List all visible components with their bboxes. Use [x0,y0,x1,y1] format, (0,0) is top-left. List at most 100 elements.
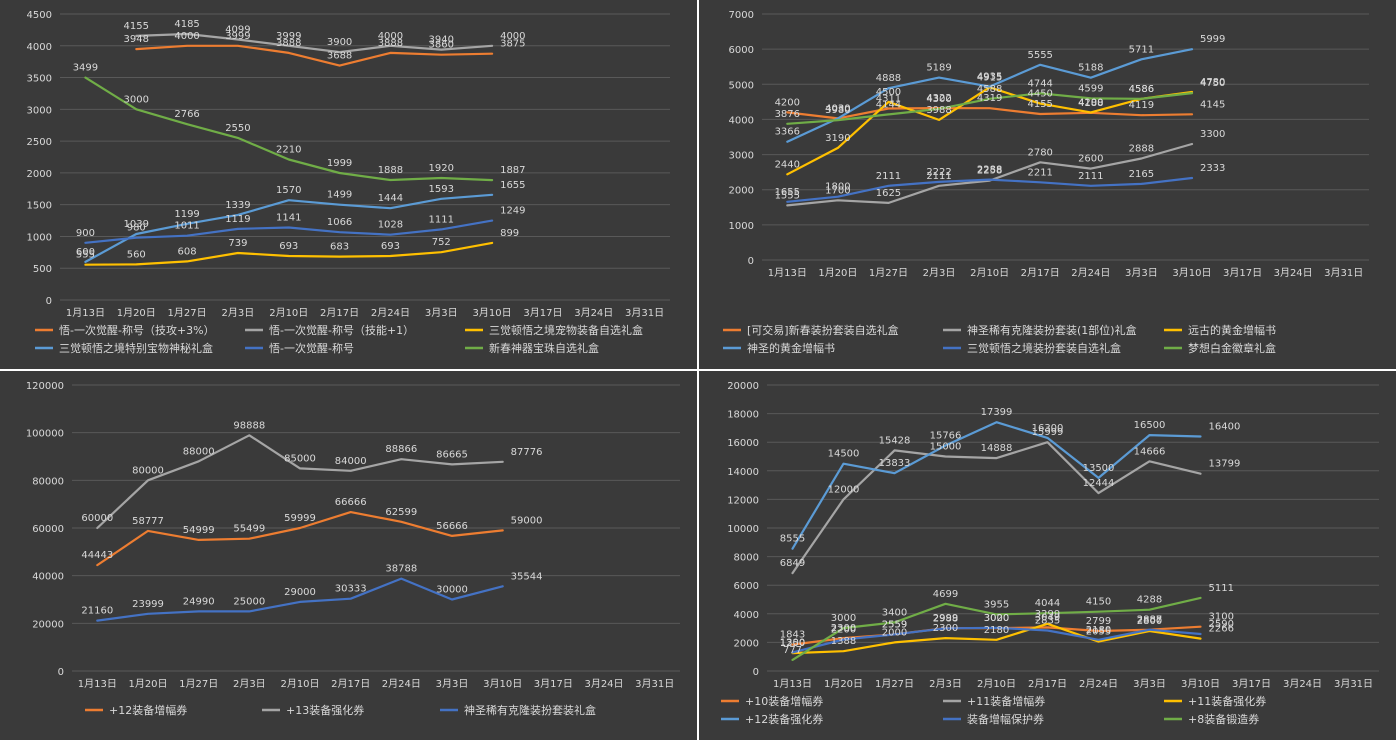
data-label: 4185 [174,19,199,30]
y-tick-label: 5000 [729,80,754,91]
data-label: 2266 [1209,624,1234,635]
data-label: 1555 [775,190,800,201]
data-label: 693 [381,241,400,252]
x-tick-label: 1月20日 [818,267,857,279]
data-label: 1066 [327,217,352,228]
data-label: 21160 [81,606,113,617]
data-label: 3000 [831,613,856,624]
legend-entry: +11装备增幅券 [967,694,1045,708]
legend-entry: 三觉顿悟之境特别宝物神秘礼盒 [59,341,213,355]
data-label: 3499 [73,63,98,74]
data-label: 3999 [225,31,250,42]
series-line-2 [135,32,494,54]
data-label: 4000 [378,31,403,42]
x-tick-label: 2月3日 [222,307,255,319]
data-label: 23999 [132,599,164,610]
y-tick-label: 4000 [27,42,52,53]
data-label: 4044 [1035,598,1060,609]
x-tick-label: 3月17日 [1232,678,1271,690]
series-line-2 [791,441,1202,575]
legend-entry: +13装备强化券 [286,703,364,717]
data-label: 4000 [500,31,525,42]
legend-entry: 三觉顿悟之境宠物装备自选礼盒 [489,323,643,337]
chart-panel-4: 0 2000 4000 6000 8000 10000 12000 14000 16000 180… [699,371,1396,740]
legend-entry: 新春神器宝珠自选礼盒 [489,341,599,355]
x-tick-label: 2月24日 [371,307,410,319]
series-line-2 [96,434,504,530]
legend-entry: 梦想白金徽章礼盒 [1188,341,1276,355]
x-tick-label: 1月20日 [128,678,167,690]
data-label: 3020 [984,613,1009,624]
y-tick-label: 40000 [32,572,64,583]
data-label: 59999 [284,513,316,524]
data-label: 1499 [327,190,352,201]
x-tick-label: 3月31日 [625,307,664,319]
data-label: 4888 [876,73,901,84]
data-label: 2300 [933,623,958,634]
data-label: 1300 [780,637,805,648]
data-label: 3400 [882,607,907,618]
data-label: 88866 [385,444,417,455]
x-tick-label: 3月10日 [473,307,512,319]
chart-svg-3: 0 20000 40000 60000 80000 100000 120000 1月13日 1月… [26,381,680,717]
data-label: 4119 [1129,100,1154,111]
y-tick-label: 100000 [26,429,64,440]
data-label: 3940 [429,35,454,46]
data-label: 600 [76,247,95,258]
chart-svg-4: 0 2000 4000 6000 8000 10000 12000 14000 16000 180… [721,381,1379,726]
data-label: 1339 [225,200,250,211]
x-tick-label: 1月13日 [768,267,807,279]
data-label: 4935 [977,72,1002,83]
data-label: 1028 [378,220,403,231]
data-label: 4500 [876,87,901,98]
data-label: 84000 [335,456,367,467]
data-label: 58777 [132,516,164,527]
data-label: 899 [500,228,519,239]
data-label: 5711 [1129,44,1154,55]
x-tick-label: 1月20日 [824,678,863,690]
data-label: 98888 [233,420,265,431]
data-label: 2300 [831,623,856,634]
x-tick-label: 2月24日 [1079,678,1118,690]
data-label: 1119 [225,214,250,225]
data-label: 2210 [276,145,301,156]
y-tick-label: 0 [46,296,52,307]
legend-entry: [可交易]新春装扮套装自选礼盒 [747,323,899,337]
data-label: 777 [783,645,802,656]
data-label: 4155 [124,21,149,32]
x-tick-label: 3月17日 [523,307,562,319]
x-tick-label: 3月31日 [1334,678,1373,690]
y-tick-label: 1000 [27,232,52,243]
y-tick-label: 1500 [27,201,52,212]
data-label: 1887 [500,165,525,176]
x-tick-label: 3月24日 [584,678,623,690]
data-label: 60000 [81,513,113,524]
y-tick-label: 18000 [727,410,759,421]
data-label: 1625 [876,188,901,199]
series-line-4 [786,48,1194,143]
data-label: 5189 [926,63,951,74]
data-label: 900 [76,228,95,239]
x-tick-label: 3月31日 [1324,267,1363,279]
data-label: 683 [330,242,349,253]
data-label: 4311 [876,93,901,104]
data-label: 13833 [879,458,911,469]
y-tick-label: 10000 [727,524,759,535]
legend-entry: 神圣稀有克隆装扮套装礼盒 [464,703,596,717]
data-label: 2440 [775,159,800,170]
data-label: 80000 [132,465,164,476]
data-label: 5555 [1027,50,1052,61]
series-line-4 [791,421,1202,550]
data-label: 66666 [335,497,367,508]
data-label: 15999 [1032,427,1064,438]
data-label: 15428 [879,435,911,446]
x-tick-label: 1月13日 [66,307,105,319]
data-label: 2333 [1200,163,1225,174]
series-line-1 [135,44,494,67]
data-label: 560 [127,249,146,260]
data-label: 4586 [1129,84,1154,95]
data-label: 1920 [429,163,454,174]
data-label: 3988 [926,105,951,116]
legend-entry: +10装备增幅券 [745,694,823,708]
data-label: 14666 [1134,446,1166,457]
